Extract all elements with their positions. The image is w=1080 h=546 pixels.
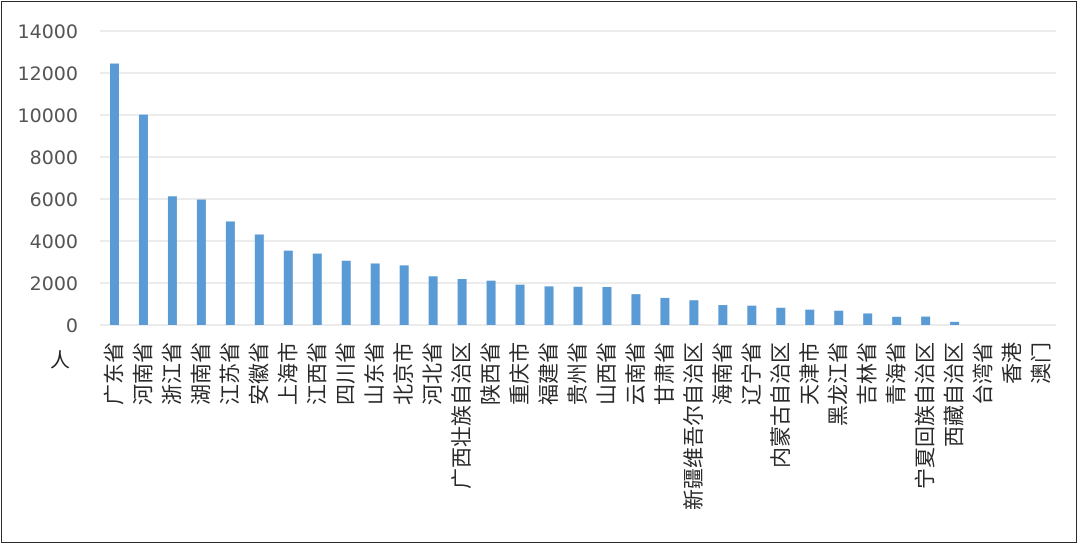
bar bbox=[805, 309, 815, 325]
x-tick-label: 江西省 bbox=[305, 342, 329, 405]
bar bbox=[254, 234, 264, 325]
bar bbox=[370, 263, 380, 325]
bar bbox=[109, 63, 119, 326]
x-tick-label: 北京市 bbox=[392, 342, 416, 405]
y-axis-label: 人 bbox=[50, 348, 70, 372]
x-tick-label: 青海省 bbox=[885, 342, 909, 405]
y-tick-label: 0 bbox=[66, 315, 78, 337]
y-tick-label: 12000 bbox=[18, 63, 78, 85]
x-tick-label: 辽宁省 bbox=[740, 342, 764, 405]
x-tick-label: 天津市 bbox=[798, 342, 822, 405]
x-tick-label: 台湾省 bbox=[972, 342, 996, 405]
bar bbox=[892, 316, 902, 325]
bar bbox=[515, 284, 525, 325]
bar bbox=[138, 114, 148, 325]
x-tick-label: 香港 bbox=[1001, 342, 1025, 384]
x-tick-label: 甘肃省 bbox=[653, 342, 677, 405]
bar bbox=[776, 307, 786, 325]
y-tick-label: 10000 bbox=[18, 105, 78, 127]
x-tick-label: 湖南省 bbox=[189, 342, 213, 405]
x-tick-label: 广东省 bbox=[102, 342, 126, 405]
y-tick-label: 8000 bbox=[30, 147, 78, 169]
x-axis-ticks: 广东省 河南省 浙江省 湖南省 江苏省 安徽省 上海市 江西省 四川省 山东省 北京市 河北省 广西壮族… bbox=[102, 342, 1053, 510]
x-tick-label: 陕西省 bbox=[479, 342, 503, 405]
bar bbox=[950, 321, 960, 325]
bar bbox=[312, 253, 322, 325]
x-tick-label: 贵州省 bbox=[566, 342, 590, 405]
bar bbox=[341, 260, 351, 325]
y-tick-label: 4000 bbox=[30, 231, 78, 253]
x-tick-label: 宁夏回族自治区 bbox=[914, 342, 938, 489]
bar bbox=[631, 294, 641, 325]
x-tick-label: 重庆市 bbox=[508, 342, 532, 405]
bar bbox=[486, 280, 496, 325]
bar bbox=[399, 265, 409, 325]
x-tick-label: 浙江省 bbox=[160, 342, 184, 405]
x-tick-label: 西藏自治区 bbox=[943, 342, 967, 447]
bar bbox=[689, 300, 699, 325]
bar bbox=[225, 221, 235, 325]
bar bbox=[718, 305, 728, 325]
bar bbox=[457, 279, 467, 325]
y-tick-label: 14000 bbox=[18, 21, 78, 43]
x-tick-label: 山东省 bbox=[363, 342, 387, 405]
y-tick-label: 6000 bbox=[30, 189, 78, 211]
bar bbox=[602, 286, 612, 325]
x-tick-label: 江苏省 bbox=[218, 342, 242, 405]
x-tick-label: 河北省 bbox=[421, 342, 445, 405]
y-axis-ticks: 0 2000 4000 6000 8000 10000 12000 14000 bbox=[18, 21, 78, 337]
x-tick-label: 澳门 bbox=[1030, 342, 1054, 384]
x-tick-label: 上海市 bbox=[276, 342, 300, 405]
gridlines bbox=[100, 30, 1056, 326]
bars bbox=[109, 63, 960, 326]
x-tick-label: 内蒙古自治区 bbox=[769, 342, 793, 468]
y-tick-label: 2000 bbox=[30, 273, 78, 295]
x-tick-label: 黑龙江省 bbox=[827, 342, 851, 426]
bar bbox=[428, 276, 438, 325]
x-tick-label: 安徽省 bbox=[247, 342, 271, 405]
bar bbox=[167, 196, 177, 325]
x-tick-label: 河南省 bbox=[131, 342, 155, 405]
bar bbox=[834, 310, 844, 325]
x-tick-label: 广西壮族自治区 bbox=[450, 342, 474, 489]
bar bbox=[660, 297, 670, 325]
bar bbox=[921, 316, 931, 325]
bar bbox=[573, 286, 583, 325]
x-tick-label: 云南省 bbox=[624, 342, 648, 405]
x-tick-label: 山西省 bbox=[595, 342, 619, 405]
bar bbox=[863, 313, 873, 325]
bar bbox=[544, 286, 554, 325]
x-tick-label: 吉林省 bbox=[856, 342, 880, 405]
bar bbox=[747, 305, 757, 325]
x-tick-label: 四川省 bbox=[334, 342, 358, 405]
x-tick-label: 新疆维吾尔自治区 bbox=[682, 342, 706, 510]
x-tick-label: 福建省 bbox=[537, 342, 561, 405]
bar bbox=[196, 199, 206, 325]
bar bbox=[283, 250, 293, 325]
x-tick-label: 海南省 bbox=[711, 342, 735, 405]
